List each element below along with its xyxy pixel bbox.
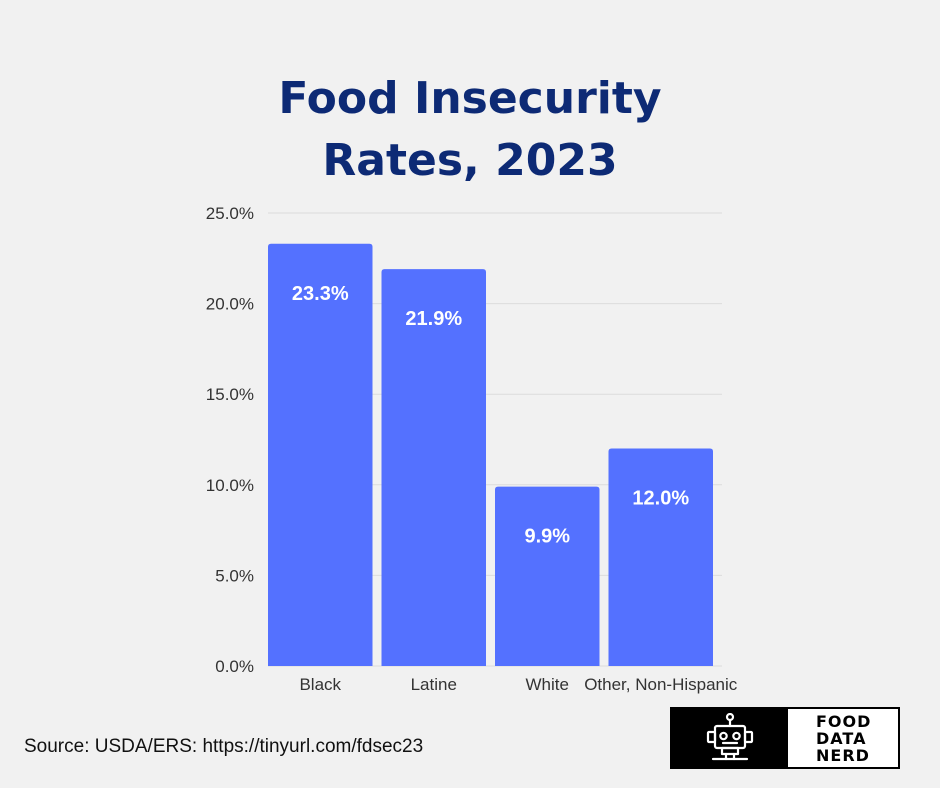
logo-line-food: FOOD bbox=[816, 711, 872, 731]
y-tick-label: 25.0% bbox=[206, 204, 254, 223]
bars bbox=[268, 243, 713, 666]
data-label: 12.0% bbox=[632, 488, 689, 510]
x-axis-ticks: Black Latine White Other, Non-Hispanic bbox=[299, 675, 737, 694]
x-tick-label: White bbox=[526, 675, 569, 694]
y-tick-label: 10.0% bbox=[206, 476, 254, 495]
data-labels: 23.3% 21.9% 9.9% 12.0% bbox=[292, 283, 689, 548]
bar-black bbox=[268, 243, 373, 666]
bar-white bbox=[495, 486, 600, 666]
y-tick-label: 0.0% bbox=[215, 657, 254, 676]
logo-wordmark: FOOD DATA NERD bbox=[788, 709, 898, 767]
chart-title-line-2: Rates, 2023 bbox=[322, 135, 618, 186]
robot-icon bbox=[706, 713, 754, 761]
y-tick-label: 20.0% bbox=[206, 295, 254, 314]
data-label: 9.9% bbox=[524, 526, 570, 548]
logo-line-data: DATA bbox=[816, 728, 867, 748]
y-axis-ticks: 0.0% 5.0% 10.0% 15.0% 20.0% 25.0% bbox=[206, 204, 254, 676]
bar-latine bbox=[381, 269, 486, 666]
food-data-nerd-logo: FOOD DATA NERD bbox=[670, 707, 900, 769]
x-tick-label: Black bbox=[299, 675, 341, 694]
x-tick-label: Other, Non-Hispanic bbox=[584, 675, 738, 694]
bar-chart: 0.0% 5.0% 10.0% 15.0% 20.0% 25.0% 23.3% 21.9% 9… bbox=[206, 204, 738, 694]
logo-icon-box bbox=[672, 709, 788, 767]
source-note: Source: USDA/ERS: https://tinyurl.com/fd… bbox=[24, 736, 424, 757]
x-tick-label: Latine bbox=[411, 675, 457, 694]
chart-title: Food Insecurity Rates, 2023 bbox=[0, 68, 940, 192]
data-label: 21.9% bbox=[405, 308, 462, 330]
y-tick-label: 5.0% bbox=[215, 566, 254, 585]
chart-title-line-1: Food Insecurity bbox=[278, 73, 662, 124]
data-label: 23.3% bbox=[292, 283, 349, 305]
y-tick-label: 15.0% bbox=[206, 385, 254, 404]
bar-other-non-hispanic bbox=[608, 448, 713, 666]
logo-line-nerd: NERD bbox=[816, 745, 870, 765]
